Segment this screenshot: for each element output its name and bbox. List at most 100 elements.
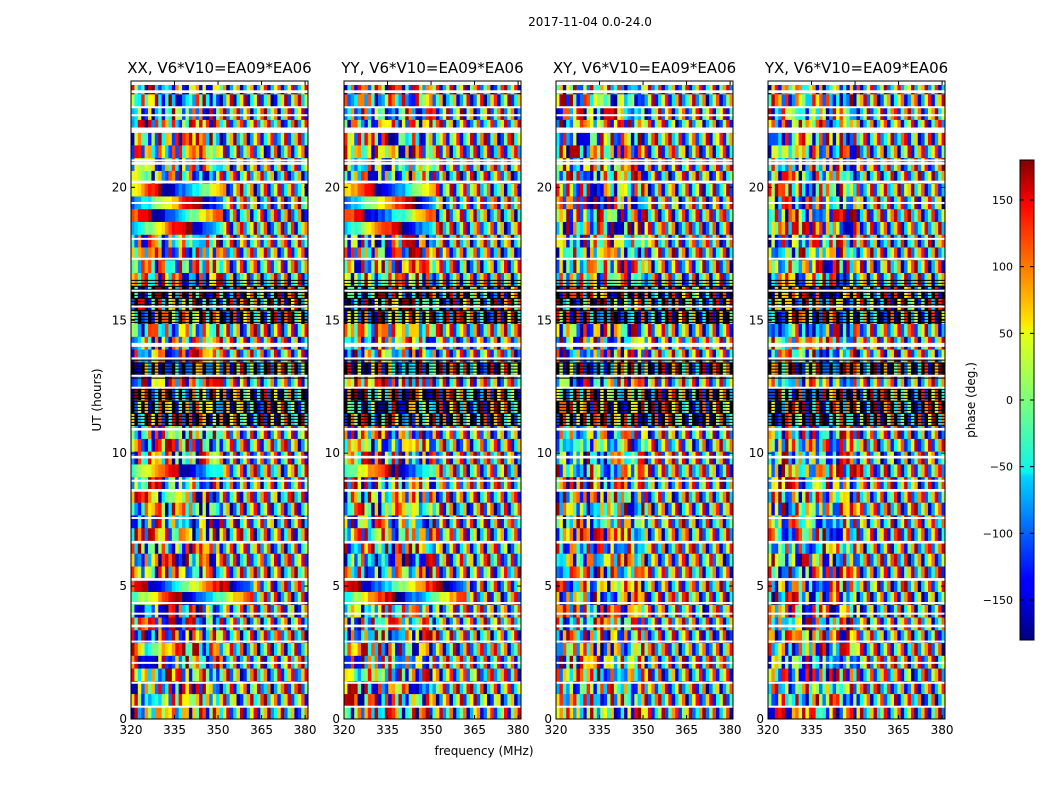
data-gap [768, 81, 945, 85]
y-axis-label: UT (hours) [90, 368, 104, 431]
data-gap [768, 578, 945, 581]
x-tick-label: 365 [250, 723, 273, 737]
phase-heatmap [131, 81, 308, 719]
colorbar-label: phase (deg.) [964, 362, 978, 438]
panel-frame [555, 80, 734, 720]
data-gap [131, 612, 308, 615]
data-gap [768, 427, 945, 431]
y-tick-label: 0 [119, 712, 127, 726]
data-gap [768, 386, 945, 389]
data-gap [131, 305, 308, 308]
data-gap [131, 90, 308, 93]
data-gap [131, 374, 308, 377]
panel-yy: YY, V6*V10=EA09*EA06 320 335 350 365 380 0 5 10 1… [325, 59, 530, 737]
data-gap [556, 90, 733, 93]
data-gap [131, 180, 308, 184]
data-gap [131, 540, 308, 544]
data-gap [768, 455, 945, 459]
x-tick-label: 335 [163, 723, 186, 737]
panel-xx: XX, V6*V10=EA09*EA06 320 335 350 365 380 0 5 10 1… [112, 59, 317, 737]
data-gap [768, 90, 945, 93]
figure-title: 2017-11-04 0.0-24.0 [528, 15, 652, 29]
data-gap [556, 612, 733, 615]
data-gap [768, 602, 945, 605]
phase-heatmap [344, 81, 521, 719]
data-gap [131, 661, 308, 664]
data-gap [768, 374, 945, 377]
phase-heatmap [768, 81, 945, 719]
x-tick-label: 365 [463, 723, 486, 737]
y-tick-label: 5 [119, 579, 127, 593]
data-gap [556, 624, 733, 628]
data-gap [344, 455, 521, 459]
colorbar-tick-label: 50 [999, 327, 1013, 340]
data-gap [344, 305, 521, 308]
y-tick-label: 10 [537, 446, 552, 460]
data-gap [131, 489, 308, 492]
colorbar-tick-label: 100 [992, 261, 1013, 274]
data-gap [344, 289, 521, 292]
y-tick-label: 0 [544, 712, 552, 726]
data-gap [131, 201, 308, 204]
data-gap [768, 479, 945, 482]
panel-title: XX, V6*V10=EA09*EA06 [127, 59, 311, 77]
data-gap [131, 455, 308, 459]
data-gap [344, 114, 521, 117]
panel-title: YX, V6*V10=EA09*EA06 [764, 59, 948, 77]
data-gap [344, 540, 521, 544]
data-gap [556, 159, 733, 162]
data-gap [131, 106, 308, 109]
data-gap [131, 159, 308, 162]
data-gap [768, 516, 945, 519]
panel-frame [767, 80, 946, 720]
x-tick-label: 320 [545, 723, 568, 737]
data-gap [344, 90, 521, 93]
y-tick-label: 5 [544, 579, 552, 593]
data-gap [556, 705, 733, 708]
data-gap [768, 237, 945, 240]
data-gap [556, 640, 733, 643]
data-gap [768, 114, 945, 117]
x-tick-label: 320 [757, 723, 780, 737]
data-gap [768, 127, 945, 133]
y-tick-label: 10 [749, 446, 764, 460]
data-gap [556, 257, 733, 260]
data-gap [344, 479, 521, 482]
data-gap [768, 640, 945, 643]
y-tick-label: 20 [112, 180, 127, 194]
data-gap [131, 127, 308, 133]
y-tick-label: 15 [112, 313, 127, 327]
data-gap [131, 602, 308, 605]
y-tick-label: 20 [325, 180, 340, 194]
data-gap [131, 705, 308, 708]
data-gap [131, 516, 308, 519]
data-gap [768, 305, 945, 308]
data-gap [131, 578, 308, 581]
data-gap [556, 357, 733, 360]
data-gap [131, 386, 308, 389]
x-tick-label: 365 [675, 723, 698, 737]
data-gap [344, 602, 521, 605]
data-gap [344, 237, 521, 240]
data-gap [556, 578, 733, 581]
data-gap [556, 540, 733, 544]
data-gap [768, 489, 945, 492]
data-gap [556, 162, 733, 165]
colorbar: 150 100 50 0 −50 −100 −150 phase (deg.) [964, 159, 1035, 641]
data-gap [344, 516, 521, 519]
data-gap [131, 81, 308, 85]
data-gap [768, 180, 945, 184]
data-gap [556, 427, 733, 431]
data-gap [344, 640, 521, 643]
y-tick-label: 5 [332, 579, 340, 593]
data-gap [556, 127, 733, 133]
data-gap [344, 106, 521, 109]
data-gap [556, 681, 733, 684]
colorbar-tick-label: 0 [1006, 394, 1013, 407]
colorbar-tick-label: −150 [983, 594, 1013, 607]
data-gap [556, 516, 733, 519]
y-tick-label: 15 [325, 313, 340, 327]
data-gap [344, 201, 521, 204]
data-gap [131, 342, 308, 347]
